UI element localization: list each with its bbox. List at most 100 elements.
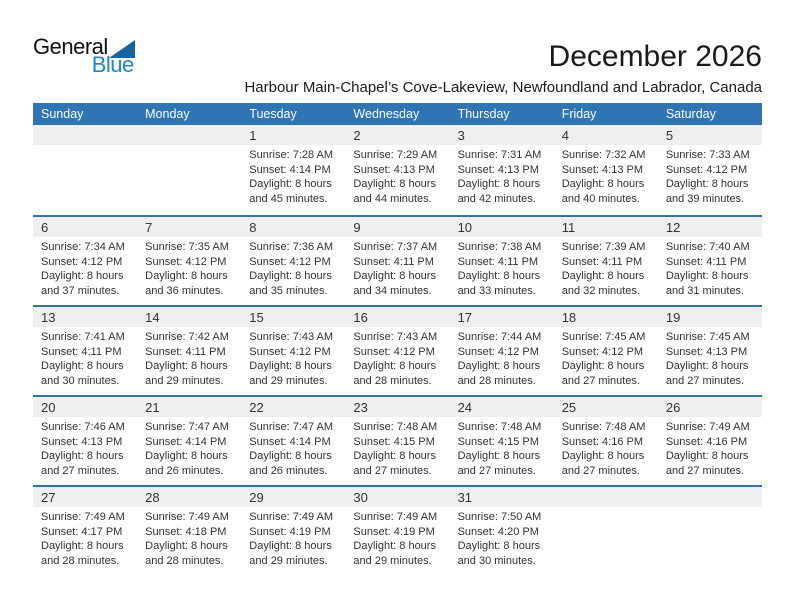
day-number: 7 <box>145 219 153 235</box>
day-number: 28 <box>145 489 160 505</box>
day-number: 30 <box>353 489 368 505</box>
day-info-line: and 28 minutes. <box>145 554 224 567</box>
day-info-line: Sunrise: 7:36 AM <box>249 241 334 253</box>
day-cell: Sunrise: 7:46 AM Sunset: 4:13 PM Daylight:… <box>33 417 137 478</box>
day-info-line: Daylight: 8 hours <box>353 450 436 463</box>
day-info-line: Daylight: 8 hours <box>249 178 332 191</box>
day-info-line: Sunrise: 7:47 AM <box>249 421 334 433</box>
day-cell: Sunrise: 7:47 AM Sunset: 4:14 PM Daylight:… <box>241 417 345 478</box>
day-info-line: Daylight: 8 hours <box>457 360 541 373</box>
logo-top-row: General <box>33 36 135 58</box>
day-info-line: Daylight: 8 hours <box>457 450 541 463</box>
weekday-header-row: Sunday Monday Tuesday Wednesday Thursday… <box>33 103 762 125</box>
day-cell: Sunrise: 7:43 AM Sunset: 4:12 PM Daylight:… <box>241 327 345 388</box>
day-cell: Sunrise: 7:28 AM Sunset: 4:14 PM Daylight:… <box>241 145 345 206</box>
day-info-line: Sunrise: 7:47 AM <box>145 421 229 433</box>
day-info-line: Sunset: 4:12 PM <box>249 255 331 268</box>
day-cell: Sunrise: 7:31 AM Sunset: 4:13 PM Daylight:… <box>450 145 554 206</box>
day-info-line: Daylight: 8 hours <box>353 360 436 373</box>
day-info-line: Daylight: 8 hours <box>249 270 332 283</box>
day-info-line: and 40 minutes. <box>561 192 640 205</box>
day-info-line: Daylight: 8 hours <box>41 360 124 373</box>
day-info-line: Sunrise: 7:42 AM <box>145 331 229 343</box>
day-info-line: Sunrise: 7:35 AM <box>145 241 229 253</box>
day-info-line: Sunrise: 7:49 AM <box>249 511 334 523</box>
day-info-line: Daylight: 8 hours <box>561 450 645 463</box>
day-info-line: Sunrise: 7:43 AM <box>249 331 334 343</box>
day-info-line: Sunset: 4:15 PM <box>353 435 435 448</box>
day-cell: Sunrise: 7:48 AM Sunset: 4:15 PM Daylight:… <box>345 417 449 478</box>
day-info-line: Sunrise: 7:32 AM <box>561 149 646 161</box>
day-info-line: Sunrise: 7:39 AM <box>561 241 646 253</box>
day-info-line: Daylight: 8 hours <box>665 360 749 373</box>
day-info-line: and 28 minutes. <box>353 374 432 387</box>
day-number: 15 <box>249 309 264 325</box>
day-number: 12 <box>665 219 681 235</box>
day-info-line: Sunrise: 7:34 AM <box>41 241 125 253</box>
day-info-line: and 33 minutes. <box>457 284 536 297</box>
day-number: 17 <box>457 309 473 325</box>
day-info-line: Sunrise: 7:48 AM <box>561 421 646 433</box>
day-cell: Sunrise: 7:49 AM Sunset: 4:17 PM Daylight:… <box>33 507 137 568</box>
day-number: 19 <box>665 309 681 325</box>
day-info-line: Daylight: 8 hours <box>353 270 436 283</box>
day-cell: Sunrise: 7:49 AM Sunset: 4:19 PM Daylight:… <box>345 507 449 568</box>
week-row: 6 7 8 9 10 11 12 Sunrise: 7:34 AM Sunset: 4:12 P… <box>33 215 762 305</box>
day-info-line: Sunrise: 7:33 AM <box>665 149 750 161</box>
day-info-line: and 27 minutes. <box>665 374 745 387</box>
day-info-line: Sunset: 4:13 PM <box>665 345 748 358</box>
day-info-line: Sunset: 4:15 PM <box>457 435 539 448</box>
day-info-line: and 29 minutes. <box>249 374 328 387</box>
day-info-line: Daylight: 8 hours <box>561 360 645 373</box>
day-cell: Sunrise: 7:37 AM Sunset: 4:11 PM Daylight:… <box>345 237 449 298</box>
day-info-line: Sunrise: 7:44 AM <box>457 331 542 343</box>
day-number-band: 13 14 15 16 17 18 19 <box>33 307 762 327</box>
day-info-line: Sunset: 4:13 PM <box>353 163 435 176</box>
day-info-line: Sunrise: 7:43 AM <box>353 331 438 343</box>
day-info-line: Sunrise: 7:45 AM <box>665 331 750 343</box>
day-info-line: and 34 minutes. <box>353 284 432 297</box>
day-info-line: and 27 minutes. <box>41 464 120 477</box>
day-info-line: Sunrise: 7:28 AM <box>249 149 334 161</box>
day-cell: Sunrise: 7:36 AM Sunset: 4:12 PM Daylight:… <box>241 237 345 298</box>
day-info-line: Sunset: 4:12 PM <box>561 345 644 358</box>
day-info-line: Daylight: 8 hours <box>145 270 228 283</box>
day-cell: Sunrise: 7:38 AM Sunset: 4:11 PM Daylight:… <box>450 237 554 298</box>
day-info-line: and 44 minutes. <box>353 192 432 205</box>
day-info-line: and 27 minutes. <box>561 374 640 387</box>
day-number: 6 <box>41 219 49 235</box>
day-cell: Sunrise: 7:48 AM Sunset: 4:16 PM Daylight:… <box>554 417 658 478</box>
day-number: 8 <box>249 219 257 235</box>
day-info-line: Sunset: 4:13 PM <box>457 163 539 176</box>
day-info-line: Sunset: 4:12 PM <box>249 345 331 358</box>
day-info-line: Daylight: 8 hours <box>249 450 332 463</box>
day-info-line: and 27 minutes. <box>561 464 640 477</box>
day-info-line: Daylight: 8 hours <box>249 360 332 373</box>
day-info-line: and 27 minutes. <box>665 464 745 477</box>
day-info-line: and 29 minutes. <box>249 554 328 567</box>
day-cell: Sunrise: 7:43 AM Sunset: 4:12 PM Daylight:… <box>345 327 449 388</box>
day-info-line: Sunrise: 7:45 AM <box>561 331 646 343</box>
day-info-line: Sunrise: 7:49 AM <box>145 511 229 523</box>
day-info-line: Daylight: 8 hours <box>457 178 541 191</box>
week-row-body: Sunrise: 7:49 AM Sunset: 4:17 PM Daylight:… <box>33 507 762 568</box>
day-info-line: Sunset: 4:18 PM <box>145 525 227 538</box>
day-info-line: Daylight: 8 hours <box>41 540 124 553</box>
day-info-line: Sunrise: 7:29 AM <box>353 149 438 161</box>
day-number-band: 1 2 3 4 5 <box>33 125 762 145</box>
day-info-line: Sunset: 4:13 PM <box>41 435 123 448</box>
day-info-line: Sunset: 4:14 PM <box>249 435 331 448</box>
day-cell: Sunrise: 7:39 AM Sunset: 4:11 PM Daylight:… <box>554 237 658 298</box>
day-info-line: Daylight: 8 hours <box>353 540 436 553</box>
weekday-sunday: Sunday <box>41 107 84 121</box>
logo-triangle-icon <box>108 40 135 58</box>
day-info-line: Sunset: 4:12 PM <box>353 345 435 358</box>
day-cell: Sunrise: 7:49 AM Sunset: 4:18 PM Daylight:… <box>137 507 241 568</box>
day-info-line: Daylight: 8 hours <box>561 178 645 191</box>
day-info-line: and 32 minutes. <box>561 284 640 297</box>
day-number: 24 <box>457 399 473 415</box>
day-info-line: Sunset: 4:14 PM <box>145 435 227 448</box>
day-info-line: and 29 minutes. <box>145 374 224 387</box>
day-info-line: Daylight: 8 hours <box>249 540 332 553</box>
day-cell: Sunrise: 7:45 AM Sunset: 4:12 PM Daylight:… <box>554 327 658 388</box>
